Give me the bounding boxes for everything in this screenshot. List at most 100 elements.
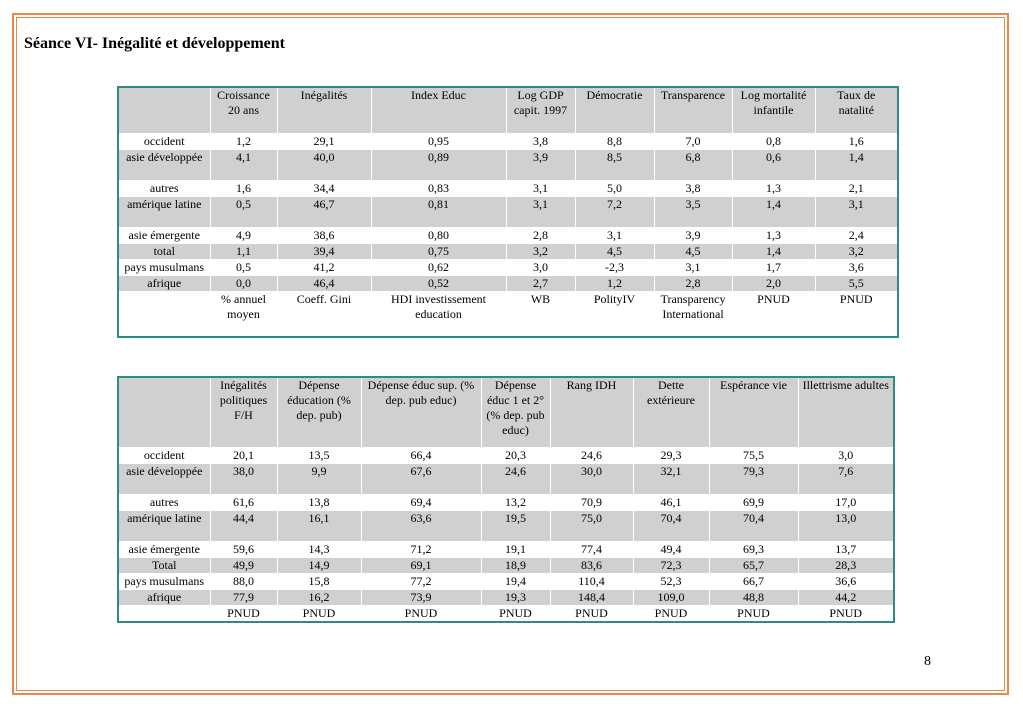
data-cell: 109,0 — [633, 588, 710, 605]
data-cell: 1,7 — [732, 258, 816, 275]
data-cell: 44,4 — [210, 509, 278, 541]
data-cell: 16,1 — [277, 509, 362, 541]
data-cell: 77,9 — [210, 588, 278, 605]
data-cell: 148,4 — [550, 588, 634, 605]
table-row: asie émergente 4,9 38,6 0,80 2,8 3,1 3,9 1,3 2,4 — [118, 226, 899, 243]
source-cell: WB — [506, 290, 576, 337]
data-cell: 69,9 — [709, 493, 799, 510]
data-cell: 0,80 — [371, 226, 507, 243]
data-cell: 71,2 — [361, 540, 482, 557]
data-cell: 1,3 — [732, 226, 816, 243]
column-header: Dépense éducation (% dep. pub) — [277, 377, 362, 447]
source-cell: PNUD — [481, 604, 551, 622]
data-cell: 3,9 — [654, 226, 733, 243]
source-row: PNUD PNUD PNUD PNUD PNUD PNUD PNUD PNUD — [118, 604, 895, 622]
table-row: afrique 77,9 16,2 73,9 19,3 148,4 109,0 48,8 44,… — [118, 588, 895, 605]
table-row: autres 61,6 13,8 69,4 13,2 70,9 46,1 69,9 17,0 — [118, 493, 895, 510]
data-cell: 75,5 — [709, 446, 799, 463]
row-label — [118, 604, 211, 622]
row-label: occident — [118, 446, 211, 463]
source-row: % annuel moyen Coeff. Gini HDI investissem… — [118, 290, 899, 337]
table-row: total 1,1 39,4 0,75 3,2 4,5 4,5 1,4 3,2 — [118, 242, 899, 259]
column-header: Transparence — [654, 87, 733, 133]
data-cell: 1,4 — [815, 148, 899, 180]
data-cell: 0,62 — [371, 258, 507, 275]
data-cell: 63,6 — [361, 509, 482, 541]
data-cell: 13,0 — [798, 509, 895, 541]
data-cell: 24,6 — [550, 446, 634, 463]
data-cell: 67,6 — [361, 462, 482, 494]
data-cell: 70,4 — [709, 509, 799, 541]
data-cell: 13,8 — [277, 493, 362, 510]
data-cell: 0,0 — [210, 274, 278, 291]
data-cell: 88,0 — [210, 572, 278, 589]
source-cell: PNUD — [709, 604, 799, 622]
source-cell: PNUD — [277, 604, 362, 622]
data-cell: 8,8 — [575, 132, 655, 149]
data-cell: 19,5 — [481, 509, 551, 541]
data-cell: 0,8 — [732, 132, 816, 149]
data-cell: 40,0 — [277, 148, 372, 180]
source-cell: PNUD — [361, 604, 482, 622]
row-label — [118, 87, 211, 133]
data-cell: 18,9 — [481, 556, 551, 573]
row-label — [118, 377, 211, 447]
data-cell: 1,2 — [210, 132, 278, 149]
data-cell: 1,4 — [732, 242, 816, 259]
page-number: 8 — [924, 654, 931, 669]
data-cell: 83,6 — [550, 556, 634, 573]
data-cell: 69,1 — [361, 556, 482, 573]
data-cell: 110,4 — [550, 572, 634, 589]
data-cell: 3,8 — [506, 132, 576, 149]
data-cell: 13,7 — [798, 540, 895, 557]
table-row: autres 1,6 34,4 0,83 3,1 5,0 3,8 1,3 2,1 — [118, 179, 899, 196]
data-cell: 79,3 — [709, 462, 799, 494]
source-cell: PNUD — [633, 604, 710, 622]
data-cell: 2,1 — [815, 179, 899, 196]
column-header: Illettrisme adultes — [798, 377, 895, 447]
data-cell: 38,6 — [277, 226, 372, 243]
row-label: asie développée — [118, 462, 211, 494]
data-cell: 4,5 — [575, 242, 655, 259]
data-cell: 3,0 — [798, 446, 895, 463]
data-cell: 0,89 — [371, 148, 507, 180]
data-cell: 32,1 — [633, 462, 710, 494]
data-cell: 59,6 — [210, 540, 278, 557]
data-cell: 0,75 — [371, 242, 507, 259]
page-frame-outer — [12, 13, 1009, 695]
row-label: asie émergente — [118, 226, 211, 243]
row-label: pays musulmans — [118, 572, 211, 589]
source-cell: PNUD — [210, 604, 278, 622]
column-header: Croissance 20 ans — [210, 87, 278, 133]
source-cell: Transparency International — [654, 290, 733, 337]
data-cell: 3,1 — [575, 226, 655, 243]
data-cell: 77,2 — [361, 572, 482, 589]
data-cell: 1,1 — [210, 242, 278, 259]
column-header: Rang IDH — [550, 377, 634, 447]
row-label: autres — [118, 179, 211, 196]
data-cell: 14,9 — [277, 556, 362, 573]
table-row: asie émergente 59,6 14,3 71,2 19,1 77,4 49,4 69… — [118, 540, 895, 557]
data-cell: 8,5 — [575, 148, 655, 180]
data-cell: 20,3 — [481, 446, 551, 463]
row-label: asie développée — [118, 148, 211, 180]
data-cell: 30,0 — [550, 462, 634, 494]
data-cell: 7,2 — [575, 195, 655, 227]
row-label: afrique — [118, 588, 211, 605]
table-row: asie développée 38,0 9,9 67,6 24,6 30,0 32,1 79… — [118, 462, 895, 494]
data-cell: 39,4 — [277, 242, 372, 259]
data-cell: 2,4 — [815, 226, 899, 243]
data-cell: 3,9 — [506, 148, 576, 180]
source-cell: PNUD — [732, 290, 816, 337]
data-cell: 46,7 — [277, 195, 372, 227]
column-header: Log GDP capit. 1997 — [506, 87, 576, 133]
table-row: afrique 0,0 46,4 0,52 2,7 1,2 2,8 2,0 5,5 — [118, 274, 899, 291]
data-cell: 19,1 — [481, 540, 551, 557]
row-label — [118, 290, 211, 337]
data-cell: 75,0 — [550, 509, 634, 541]
column-header: Inégalités — [277, 87, 372, 133]
data-cell: 20,1 — [210, 446, 278, 463]
data-cell: 3,1 — [506, 179, 576, 196]
row-label: asie émergente — [118, 540, 211, 557]
data-cell: 70,4 — [633, 509, 710, 541]
